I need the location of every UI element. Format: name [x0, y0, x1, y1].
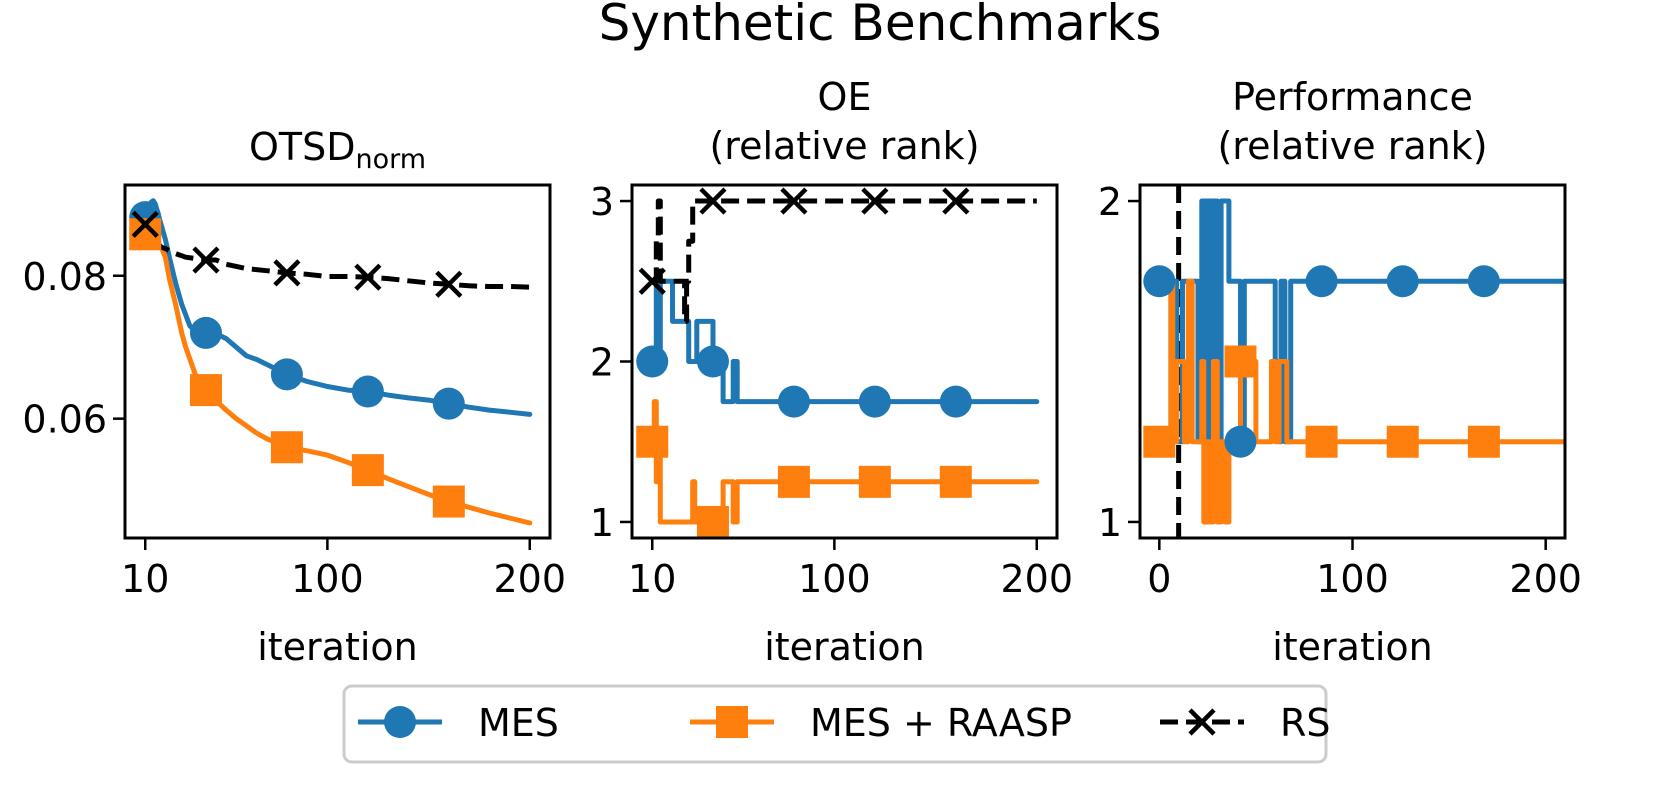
marker-raasp-2: [1224, 345, 1257, 378]
series-line-mes: [649, 278, 1040, 405]
marker-mes-2: [696, 345, 729, 378]
series-line-raasp: [142, 231, 533, 526]
marker-rs-5: [435, 270, 463, 298]
plot-area: [1156, 185, 1565, 538]
marker-rs-5: [942, 187, 970, 215]
x-tick-label: 200: [493, 557, 566, 601]
marker-mes-1: [636, 345, 669, 378]
series-line-mes: [1156, 198, 1565, 445]
x-tick-label: 100: [798, 557, 871, 601]
legend-marker: [384, 706, 416, 738]
marker-rs-3: [780, 187, 808, 215]
marker-mes-5: [939, 385, 972, 418]
y-tick-label: 1: [1098, 501, 1122, 545]
marker-raasp-2: [189, 374, 222, 407]
marker-raasp-3: [270, 431, 303, 464]
marker-mes-1: [1143, 265, 1176, 298]
figure-title: Synthetic Benchmarks: [599, 0, 1162, 52]
legend-entry-rs: RS: [1160, 701, 1331, 745]
y-tick-label: 2: [1098, 180, 1122, 224]
marker-rs-1: [638, 267, 666, 295]
marker-raasp-1: [636, 425, 669, 458]
marker-rs-3: [273, 259, 301, 287]
marker-mes-5: [1467, 265, 1500, 298]
marker-raasp-4: [351, 454, 384, 487]
legend-entry-mes: MES: [358, 701, 559, 745]
marker-rs-4: [354, 263, 382, 291]
marker-mes-2: [1224, 425, 1257, 458]
marker-raasp-2: [696, 505, 729, 538]
axes-frame: [123, 183, 552, 540]
x-tick-label: 0: [1147, 557, 1171, 601]
series-line-raasp: [1156, 278, 1565, 525]
marker-mes-4: [1386, 265, 1419, 298]
marker-rs-2: [192, 246, 220, 274]
panel-title: OTSDnorm: [249, 125, 426, 175]
panel-title-main: OTSD: [249, 125, 356, 169]
panel-title-line-1: OE: [818, 75, 872, 119]
series-line-raasp: [649, 399, 1040, 525]
x-axis-label: iteration: [257, 625, 418, 669]
x-tick-label: 200: [1000, 557, 1073, 601]
legend-marker: [716, 706, 748, 738]
x-axis-label: iteration: [1272, 625, 1433, 669]
marker-mes-2: [189, 316, 222, 349]
panel-title-line-2: (relative rank): [1217, 124, 1487, 168]
marker-raasp-4: [1386, 425, 1419, 458]
marker-mes-4: [858, 385, 891, 418]
marker-raasp-4: [858, 465, 891, 498]
y-tick-label: 2: [590, 341, 614, 385]
marker-rs-1: [131, 210, 159, 238]
marker-rs-4: [861, 187, 889, 215]
marker-raasp-5: [939, 465, 972, 498]
x-tick-label: 100: [291, 557, 364, 601]
marker-raasp-5: [1467, 425, 1500, 458]
y-tick-label: 1: [590, 501, 614, 545]
marker-mes-4: [351, 375, 384, 408]
marker-raasp-3: [1305, 425, 1338, 458]
legend-label: MES: [478, 701, 559, 745]
panel-1: OTSDnorm 10 100 200 0.06 0.08 iteration: [22, 125, 566, 669]
y-tick-label: 0.08: [22, 255, 107, 299]
y-tick-label: 0.06: [22, 398, 107, 442]
legend-entry-raasp: MES + RAASP: [690, 701, 1072, 745]
plot-area: [142, 198, 533, 526]
marker-rs-2: [699, 187, 727, 215]
legend-marker: [1188, 708, 1216, 736]
panel-title-line-1: Performance: [1232, 75, 1473, 119]
panel-title-subscript: norm: [355, 144, 426, 175]
panel-3: Performance (relative rank) 0 100 200 1 2 itera…: [1098, 75, 1582, 669]
marker-raasp-5: [432, 485, 465, 518]
legend: MES MES + RAASP RS: [342, 684, 1331, 764]
x-tick-label: 100: [1316, 557, 1389, 601]
x-tick-label: 10: [628, 557, 676, 601]
marker-raasp-1: [1143, 425, 1176, 458]
x-tick-label: 200: [1509, 557, 1582, 601]
legend-frame: [342, 684, 1328, 764]
series-line-rs: [143, 222, 530, 290]
y-tick-label: 3: [590, 180, 614, 224]
panel-2: OE (relative rank) 10 100 200 1 2 3 iteration: [590, 75, 1073, 669]
legend-label: RS: [1280, 701, 1331, 745]
marker-mes-3: [270, 358, 303, 391]
marker-mes-5: [432, 387, 465, 420]
x-axis-label: iteration: [764, 625, 925, 669]
panel-title-line-2: (relative rank): [709, 124, 979, 168]
marker-raasp-3: [777, 465, 810, 498]
marker-mes-3: [1305, 265, 1338, 298]
series-line-rs: [652, 198, 1037, 324]
x-tick-label: 10: [121, 557, 169, 601]
marker-mes-3: [777, 385, 810, 418]
legend-label: MES + RAASP: [810, 701, 1072, 745]
